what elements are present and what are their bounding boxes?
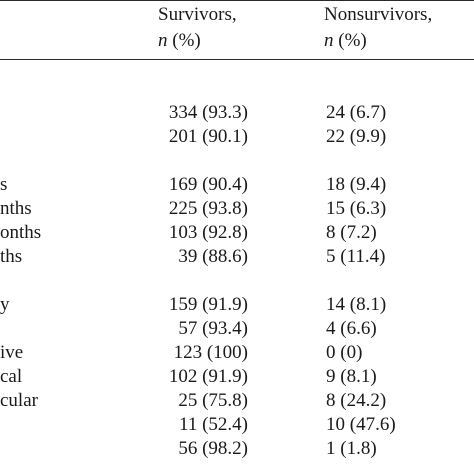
table-row: 11 (52.4) 10 (47.6) xyxy=(0,413,474,437)
nonsurvivors-cell: 18 (9.4) xyxy=(326,174,387,195)
table-top-rule xyxy=(0,0,474,1)
nonsurvivors-cell: 8 (24.2) xyxy=(326,390,387,411)
survivors-cell: 169 (90.4) xyxy=(168,174,248,195)
nonsurvivors-cell: 8 (7.2) xyxy=(326,222,377,243)
nonsurvivors-cell: 0 (0) xyxy=(326,342,363,363)
nonsurvivors-cell: 14 (8.1) xyxy=(326,294,387,315)
table-row: cular 25 (75.8) 8 (24.2) xyxy=(0,389,474,413)
table-row: cal 102 (91.9) 9 (8.1) xyxy=(0,365,474,389)
survivors-cell: 57 (93.4) xyxy=(178,318,248,339)
survivors-cell: 159 (91.9) xyxy=(168,294,248,315)
table-row: 57 (93.4) 4 (6.6) xyxy=(0,317,474,341)
survivors-cell: 123 (100) xyxy=(173,342,248,363)
survivors-cell: 201 (90.1) xyxy=(168,126,248,147)
nonsurvivors-column-header: Nonsurvivors, n (%) xyxy=(324,2,432,54)
header-bottom-rule xyxy=(0,59,474,60)
table-row: onths 103 (92.8) 8 (7.2) xyxy=(0,221,474,245)
survivors-cell: 225 (93.8) xyxy=(168,198,248,219)
survivors-cell: 11 (52.4) xyxy=(179,414,248,435)
survivors-header-unit: n (%) xyxy=(158,30,201,51)
survivors-cell: 334 (93.3) xyxy=(168,102,248,123)
nonsurvivors-cell: 1 (1.8) xyxy=(326,438,377,459)
table-row: 201 (90.1) 22 (9.9) xyxy=(0,125,474,149)
nonsurvivors-cell: 15 (6.3) xyxy=(326,198,387,219)
survivors-cell: 25 (75.8) xyxy=(178,390,248,411)
row-label: nths xyxy=(0,198,32,219)
nonsurvivors-cell: 4 (6.6) xyxy=(326,318,377,339)
table-row: ths 39 (88.6) 5 (11.4) xyxy=(0,245,474,269)
row-label: ive xyxy=(0,342,24,363)
survivors-cell: 56 (98.2) xyxy=(178,438,248,459)
row-label: ths xyxy=(0,246,23,267)
row-label: onths xyxy=(0,222,42,243)
survivors-cell: 39 (88.6) xyxy=(178,246,248,267)
table-row: s 169 (90.4) 18 (9.4) xyxy=(0,173,474,197)
survivors-header-title: Survivors, xyxy=(158,4,237,25)
row-label: cular xyxy=(0,390,38,411)
survivors-column-header: Survivors, n (%) xyxy=(158,2,237,54)
table-row: nths 225 (93.8) 15 (6.3) xyxy=(0,197,474,221)
survivors-cell: 102 (91.9) xyxy=(168,366,248,387)
table-row: y 159 (91.9) 14 (8.1) xyxy=(0,293,474,317)
survivors-cell: 103 (92.8) xyxy=(168,222,248,243)
table-row: ive 123 (100) 0 (0) xyxy=(0,341,474,365)
nonsurvivors-header-title: Nonsurvivors, xyxy=(324,4,433,25)
row-label: y xyxy=(0,294,10,315)
row-label: cal xyxy=(0,366,23,387)
nonsurvivors-cell: 10 (47.6) xyxy=(326,414,396,435)
row-label: s xyxy=(0,174,8,195)
table-row: 56 (98.2) 1 (1.8) xyxy=(0,437,474,461)
nonsurvivors-cell: 9 (8.1) xyxy=(326,366,377,387)
nonsurvivors-header-unit: n (%) xyxy=(324,30,367,51)
nonsurvivors-cell: 22 (9.9) xyxy=(326,126,387,147)
nonsurvivors-cell: 5 (11.4) xyxy=(326,246,386,267)
table-row: 334 (93.3) 24 (6.7) xyxy=(0,101,474,125)
nonsurvivors-cell: 24 (6.7) xyxy=(326,102,387,123)
